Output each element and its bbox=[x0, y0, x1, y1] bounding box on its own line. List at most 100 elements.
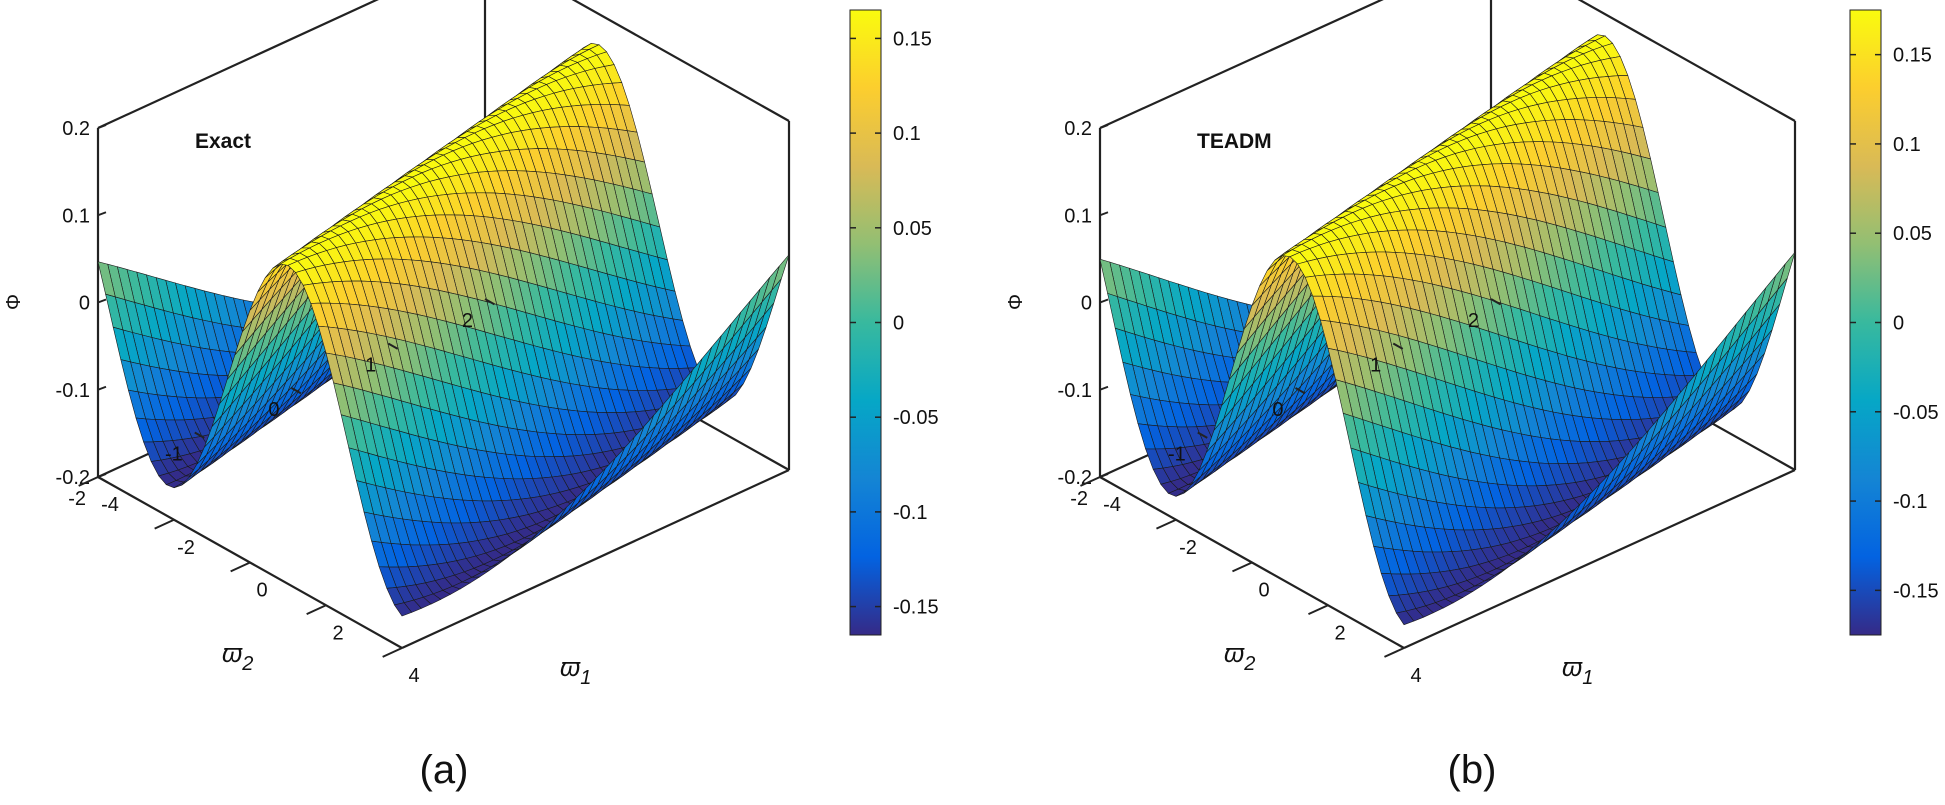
y-tick bbox=[1197, 431, 1208, 439]
y-ticks: -2 -1 0 1 2 bbox=[68, 298, 495, 510]
y-tick bbox=[1295, 387, 1306, 395]
colorbar-ticks: -0.15 -0.1 -0.05 0 0.05 0.1 0.15 bbox=[850, 28, 939, 619]
colorbar-tick-label: 0.1 bbox=[893, 123, 921, 145]
y-axis-label: ϖ2 bbox=[222, 638, 253, 675]
chart-title: TEADM bbox=[1197, 130, 1272, 153]
y-axis-label: ϖ2 bbox=[1224, 638, 1255, 675]
z-tick bbox=[1099, 473, 1109, 478]
z-tick bbox=[97, 385, 107, 391]
x-tick bbox=[1156, 518, 1177, 530]
x-tick-label: -4 bbox=[101, 494, 119, 516]
x-axis-label: ϖ1 bbox=[560, 652, 591, 689]
y-tick-label: -2 bbox=[1070, 488, 1088, 510]
x-ticks: -4 -2 0 2 4 bbox=[1080, 476, 1422, 687]
colorbar-tick-label: -0.1 bbox=[893, 502, 927, 524]
x-tick-label: 2 bbox=[332, 622, 343, 644]
colorbar-tick-label: 0.05 bbox=[893, 218, 932, 240]
y-tick bbox=[1392, 342, 1404, 350]
y-tick-label: 0 bbox=[1272, 399, 1283, 421]
z-axis-label: Φ bbox=[1005, 294, 1027, 310]
colorbar-tick-label: -0.05 bbox=[893, 407, 939, 429]
z-tick-label: 0 bbox=[1081, 293, 1092, 315]
z-tick-label: -0.2 bbox=[1058, 467, 1092, 489]
y-tick-label: 1 bbox=[365, 355, 376, 377]
z-ticks: -0.2 -0.1 0 0.1 0.2 bbox=[56, 118, 107, 489]
x-tick bbox=[154, 518, 175, 530]
colorbar-tick-label: 0.05 bbox=[1893, 223, 1932, 245]
z-tick-label: 0.2 bbox=[62, 118, 90, 140]
z-tick bbox=[97, 211, 107, 217]
z-tick bbox=[1099, 124, 1109, 129]
x-tick-label: -2 bbox=[1179, 537, 1197, 559]
colorbar-tick-label: 0 bbox=[1893, 313, 1904, 335]
z-tick-label: 0.1 bbox=[1064, 205, 1092, 227]
z-tick bbox=[1099, 211, 1109, 217]
x-ticks: -4 -2 0 2 4 bbox=[78, 476, 420, 687]
colorbar-tick-label: -0.15 bbox=[1893, 580, 1939, 602]
x-tick bbox=[1232, 561, 1253, 573]
y-tick-label: -1 bbox=[1168, 444, 1186, 466]
colorbar-ticks: -0.15 -0.1 -0.05 0 0.05 0.1 0.15 bbox=[1850, 45, 1939, 602]
surface-mesh bbox=[97, 42, 790, 617]
z-tick bbox=[97, 473, 107, 478]
z-tick bbox=[97, 298, 107, 304]
x-tick bbox=[78, 476, 99, 487]
x-tick bbox=[1308, 604, 1329, 616]
x-tick bbox=[230, 561, 251, 573]
surface-mesh bbox=[1099, 34, 1796, 626]
colorbar-tick-label: 0.1 bbox=[1893, 134, 1921, 156]
z-tick bbox=[97, 124, 107, 129]
y-tick bbox=[387, 342, 399, 350]
y-tick-label: -1 bbox=[165, 444, 183, 466]
colorbar-tick-label: -0.15 bbox=[893, 597, 939, 619]
colorbar-tick-label: -0.05 bbox=[1893, 402, 1939, 424]
x-axis-label: ϖ1 bbox=[1562, 652, 1593, 689]
z-ticks: -0.2 -0.1 0 0.1 0.2 bbox=[1058, 118, 1109, 489]
colorbar-tick-label: -0.1 bbox=[1893, 491, 1927, 513]
y-ticks: -2 -1 0 1 2 bbox=[1070, 298, 1501, 510]
z-axis-label: Φ bbox=[3, 294, 25, 310]
z-tick bbox=[1099, 385, 1109, 391]
x-tick bbox=[1384, 647, 1405, 658]
x-tick-label: 4 bbox=[408, 665, 419, 687]
x-tick-label: -2 bbox=[177, 537, 195, 559]
y-tick bbox=[484, 298, 495, 306]
chart-title: Exact bbox=[195, 130, 251, 153]
panel-caption: (b) bbox=[1448, 748, 1497, 792]
colorbar-tick-label: 0.15 bbox=[893, 28, 932, 50]
colorbar-tick-label: 0.15 bbox=[1893, 45, 1932, 67]
z-tick-label: 0 bbox=[79, 293, 90, 315]
x-tick-label: -4 bbox=[1103, 494, 1121, 516]
x-tick-label: 0 bbox=[1258, 580, 1269, 602]
y-tick bbox=[194, 431, 205, 439]
x-tick bbox=[1080, 476, 1101, 487]
x-tick-label: 0 bbox=[256, 580, 267, 602]
z-tick-label: -0.2 bbox=[56, 467, 90, 489]
z-tick-label: 0.1 bbox=[62, 205, 90, 227]
colorbar-tick-label: 0 bbox=[893, 313, 904, 335]
z-tick bbox=[1099, 298, 1109, 304]
y-tick-label: -2 bbox=[68, 488, 86, 510]
y-tick-label: 2 bbox=[1468, 310, 1479, 332]
x-tick-label: 4 bbox=[1410, 665, 1421, 687]
y-tick bbox=[1490, 298, 1501, 306]
y-tick bbox=[97, 476, 108, 484]
surface-patch bbox=[1395, 610, 1415, 626]
x-tick bbox=[306, 604, 327, 616]
z-tick-label: 0.2 bbox=[1064, 118, 1092, 140]
x-tick bbox=[382, 647, 403, 658]
y-tick-label: 0 bbox=[268, 399, 279, 421]
surface-patch bbox=[393, 602, 413, 617]
z-tick-label: -0.1 bbox=[56, 380, 90, 402]
y-tick-label: 1 bbox=[1370, 355, 1381, 377]
x-tick-label: 2 bbox=[1334, 622, 1345, 644]
y-tick bbox=[1099, 476, 1110, 484]
panel-caption: (a) bbox=[420, 748, 469, 792]
z-tick-label: -0.1 bbox=[1058, 380, 1092, 402]
y-tick bbox=[291, 387, 302, 395]
y-tick-label: 2 bbox=[462, 310, 473, 332]
